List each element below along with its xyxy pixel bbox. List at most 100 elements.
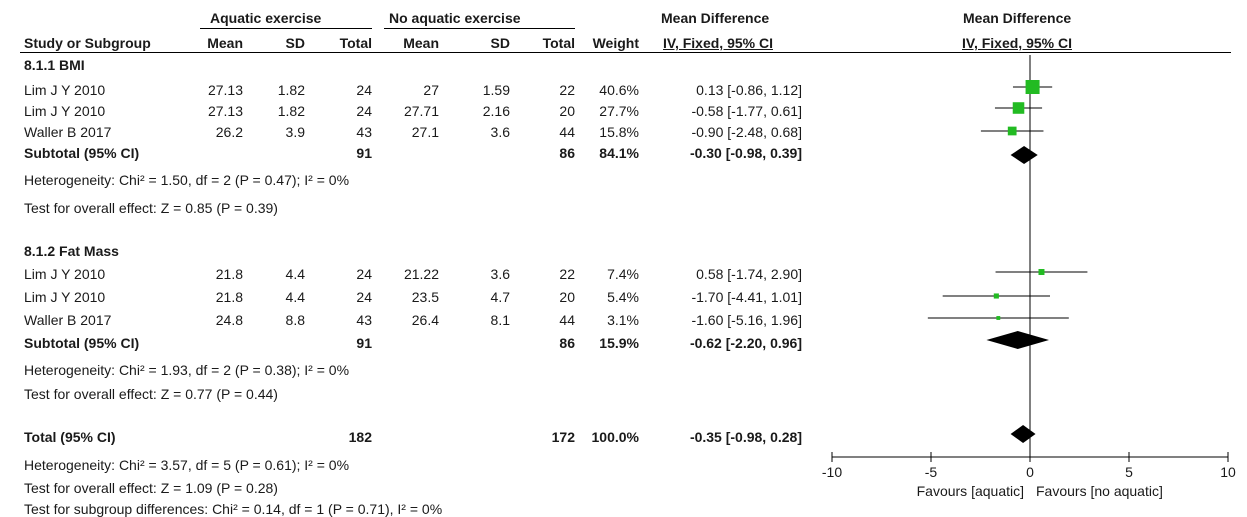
study-ci: -0.58 [-1.77, 0.61] — [691, 103, 802, 119]
study-sd2: 3.6 — [490, 124, 510, 140]
subtotal-total2: 86 — [559, 335, 575, 351]
total-total2: 172 — [551, 429, 575, 445]
study-point — [1012, 102, 1025, 114]
study-ci: -0.90 [-2.48, 0.68] — [691, 124, 802, 140]
study-weight: 7.4% — [607, 266, 639, 282]
study-mean1: 24.8 — [215, 312, 243, 328]
group1-header: Aquatic exercise — [210, 10, 322, 26]
study-mean1: 21.8 — [215, 266, 243, 282]
study-sd2: 2.16 — [482, 103, 510, 119]
total-weight: 100.0% — [591, 429, 639, 445]
subtotal-ci: -0.62 [-2.20, 0.96] — [689, 335, 802, 351]
x-tick-label: 10 — [1220, 464, 1236, 480]
col-total2: Total — [542, 35, 575, 51]
study-weight: 3.1% — [607, 312, 639, 328]
overall-effect-text: Test for overall effect: Z = 0.77 (P = 0… — [24, 386, 278, 402]
study-weight: 27.7% — [599, 103, 639, 119]
subtotal-label: Subtotal (95% CI) — [24, 335, 140, 351]
col-mean1: Mean — [207, 35, 243, 51]
study-sd2: 8.1 — [490, 312, 510, 328]
study-point — [993, 293, 999, 299]
total-total1: 182 — [348, 429, 372, 445]
study-weight: 15.8% — [599, 124, 639, 140]
subtotal-label: Subtotal (95% CI) — [24, 145, 140, 161]
study-mean1: 27.13 — [207, 82, 243, 98]
study-total2: 22 — [559, 266, 575, 282]
study-total1: 24 — [356, 103, 372, 119]
study-mean1: 27.13 — [207, 103, 243, 119]
study-name: Waller B 2017 — [24, 124, 112, 140]
study-sd2: 1.59 — [482, 82, 510, 98]
col-mean2: Mean — [403, 35, 439, 51]
subtotal-weight: 15.9% — [599, 335, 639, 351]
study-mean2: 26.4 — [411, 312, 439, 328]
x-tick-label: 5 — [1125, 464, 1133, 480]
study-sd1: 1.82 — [277, 82, 305, 98]
study-sd2: 4.7 — [490, 289, 510, 305]
study-ci: -1.70 [-4.41, 1.01] — [691, 289, 802, 305]
study-name: Lim J Y 2010 — [24, 289, 106, 305]
overall-effect-text: Test for overall effect: Z = 0.85 (P = 0… — [24, 200, 278, 216]
col-weight: Weight — [592, 35, 639, 51]
study-point — [1007, 126, 1017, 136]
subtotal-ci: -0.30 [-0.98, 0.39] — [689, 145, 802, 161]
total-heterogeneity-text: Heterogeneity: Chi² = 3.57, df = 5 (P = … — [24, 457, 350, 473]
study-name: Waller B 2017 — [24, 312, 112, 328]
col-sd2: SD — [490, 35, 510, 51]
study-mean2: 23.5 — [411, 289, 439, 305]
study-total1: 43 — [356, 124, 372, 140]
subtotal-total1: 91 — [356, 335, 372, 351]
x-tick-label: -5 — [925, 464, 938, 480]
col-method-left: IV, Fixed, 95% CI — [663, 35, 773, 51]
x-tick-label: -10 — [822, 464, 842, 480]
total-ci: -0.35 [-0.98, 0.28] — [689, 429, 802, 445]
subgroup-title: 8.1.1 BMI — [24, 57, 85, 73]
heterogeneity-text: Heterogeneity: Chi² = 1.50, df = 2 (P = … — [24, 172, 350, 188]
study-weight: 40.6% — [599, 82, 639, 98]
group2-header: No aquatic exercise — [389, 10, 521, 26]
subtotal-total2: 86 — [559, 145, 575, 161]
heterogeneity-text: Heterogeneity: Chi² = 1.93, df = 2 (P = … — [24, 362, 350, 378]
study-mean1: 26.2 — [215, 124, 243, 140]
study-name: Lim J Y 2010 — [24, 266, 106, 282]
col-total1: Total — [339, 35, 372, 51]
x-tick-label: 0 — [1026, 464, 1034, 480]
study-ci: 0.13 [-0.86, 1.12] — [696, 82, 802, 98]
study-total2: 20 — [559, 103, 575, 119]
study-ci: 0.58 [-1.74, 2.90] — [696, 266, 802, 282]
study-total2: 20 — [559, 289, 575, 305]
col-method-right: IV, Fixed, 95% CI — [962, 35, 1072, 51]
study-ci: -1.60 [-5.16, 1.96] — [691, 312, 802, 328]
col-sd1: SD — [285, 35, 305, 51]
pooled-diamond — [1010, 146, 1038, 164]
group2-underline — [384, 28, 575, 29]
pooled-diamond — [1010, 425, 1036, 443]
study-sd1: 4.4 — [285, 289, 305, 305]
col-study: Study or Subgroup — [24, 35, 151, 51]
study-total2: 22 — [559, 82, 575, 98]
study-sd1: 3.9 — [285, 124, 305, 140]
subtotal-total1: 91 — [356, 145, 372, 161]
favours-right-label: Favours [no aquatic] — [1036, 483, 1163, 499]
study-total2: 44 — [559, 312, 575, 328]
subgroup-differences-text: Test for subgroup differences: Chi² = 0.… — [24, 501, 443, 517]
study-total2: 44 — [559, 124, 575, 140]
study-sd1: 4.4 — [285, 266, 305, 282]
study-name: Lim J Y 2010 — [24, 82, 106, 98]
md-left-header: Mean Difference — [661, 10, 770, 26]
study-total1: 24 — [356, 82, 372, 98]
pooled-diamond — [986, 331, 1050, 349]
study-sd2: 3.6 — [490, 266, 510, 282]
study-sd1: 1.82 — [277, 103, 305, 119]
study-mean2: 27.71 — [403, 103, 439, 119]
favours-left-label: Favours [aquatic] — [917, 483, 1024, 499]
study-weight: 5.4% — [607, 289, 639, 305]
study-mean2: 21.22 — [403, 266, 439, 282]
header-rule — [20, 52, 1231, 53]
study-total1: 24 — [356, 266, 372, 282]
total-overall-effect-text: Test for overall effect: Z = 1.09 (P = 0… — [24, 480, 278, 496]
study-name: Lim J Y 2010 — [24, 103, 106, 119]
study-point — [1025, 80, 1040, 94]
group1-underline — [200, 28, 372, 29]
